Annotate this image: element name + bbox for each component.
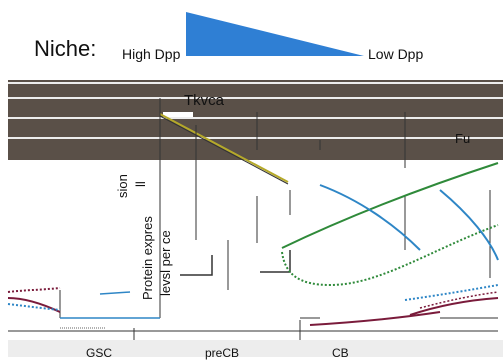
band-line <box>8 137 503 139</box>
band-line <box>8 97 503 99</box>
dpp-gradient-wedge <box>186 12 364 56</box>
fu-label: Fu <box>455 131 471 146</box>
blue-curve <box>319 184 421 251</box>
band-line <box>8 117 503 119</box>
green-dotted-curve <box>281 224 499 287</box>
high-dpp-label: High Dpp <box>122 46 181 62</box>
low-dpp-label: Low Dpp <box>368 46 424 62</box>
band-background <box>8 80 503 160</box>
niche-label: Niche: <box>34 36 97 61</box>
precb-label: preCB <box>205 346 240 360</box>
gsc-label: GSC <box>86 346 113 360</box>
tkvca-label: Tkvca <box>184 92 225 109</box>
cb-label: CB <box>332 346 349 360</box>
tkv-curve <box>159 113 289 183</box>
bottom-strip <box>8 340 503 357</box>
band-line <box>8 82 503 84</box>
green-curve <box>281 162 499 249</box>
